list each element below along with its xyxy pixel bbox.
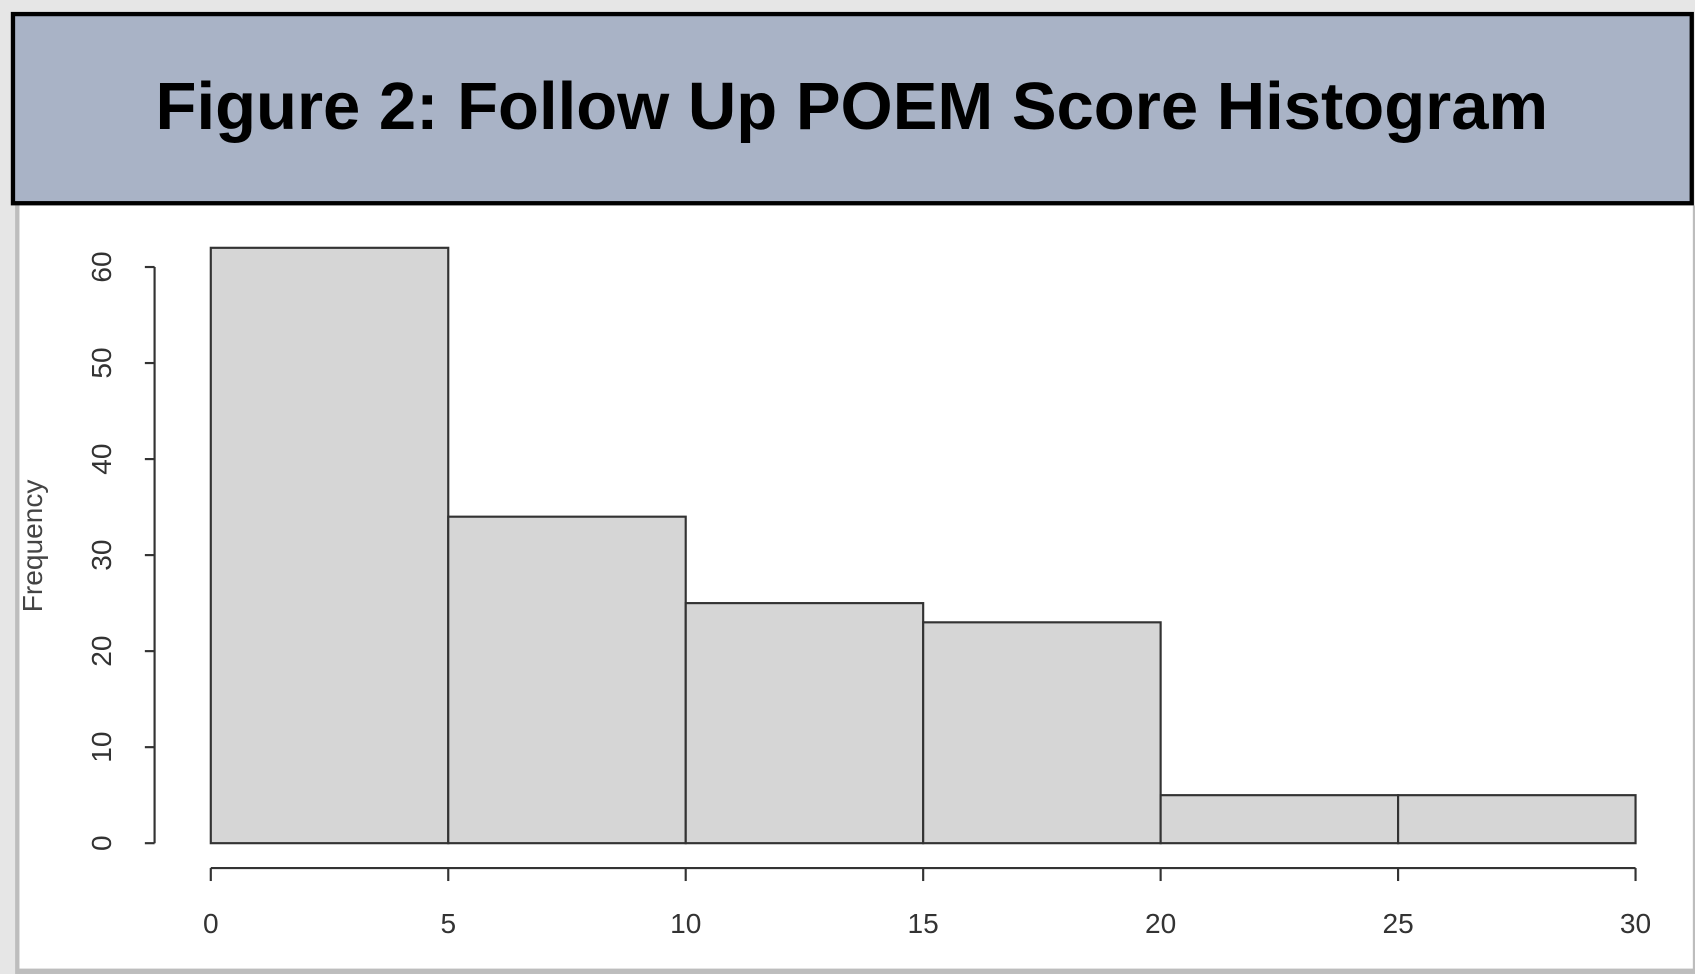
y-tick-label: 60 — [86, 251, 117, 282]
title-box — [10, 11, 1694, 206]
chart-title: Figure 2: Follow Up POEM Score Histogram — [156, 69, 1549, 144]
x-tick-label: 10 — [670, 908, 701, 939]
x-tick-label: 25 — [1382, 908, 1413, 939]
x-tick-label: 0 — [203, 908, 219, 939]
bar — [684, 602, 925, 845]
y-tick-label: 10 — [86, 732, 117, 763]
y-tick-label: 0 — [86, 835, 117, 851]
y-axis-label: Frequency — [17, 480, 48, 613]
y-tick-label: 30 — [86, 539, 117, 570]
x-tick-label: 15 — [908, 908, 939, 939]
y-label-group: Frequency — [17, 480, 48, 613]
y-tick-label: 20 — [86, 636, 117, 667]
bar — [922, 621, 1162, 845]
bar — [1397, 794, 1637, 845]
y-tick-label: 50 — [86, 347, 117, 378]
x-tick-label: 5 — [440, 908, 456, 939]
x-tick-label: 20 — [1145, 908, 1176, 939]
bar — [447, 515, 687, 845]
bar — [209, 246, 450, 845]
bar — [1159, 794, 1400, 845]
x-tick-label: 30 — [1620, 908, 1651, 939]
plot: 0 10 20 30 40 50 60 0 5 10 15 20 25 30 — [86, 246, 1651, 939]
y-tick-label: 40 — [86, 443, 117, 474]
